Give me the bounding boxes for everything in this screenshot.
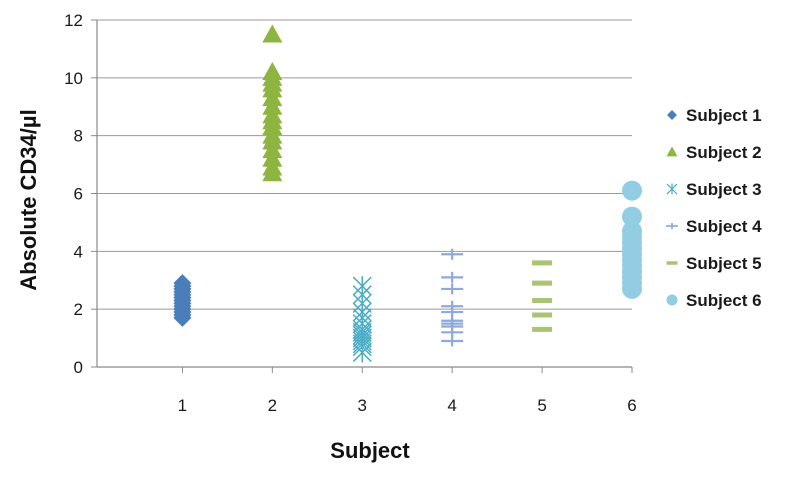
y-tick-label: 10: [64, 69, 83, 88]
legend-item: Subject 2: [666, 143, 762, 162]
data-point: [441, 271, 464, 283]
legend-label: Subject 5: [686, 254, 762, 273]
legend-label: Subject 1: [686, 106, 762, 125]
data-point: [262, 24, 283, 43]
legend-item: Subject 1: [667, 106, 762, 125]
legend-label: Subject 4: [686, 217, 762, 236]
data-point: [441, 300, 464, 312]
data-points: [173, 24, 642, 363]
series-2: [262, 24, 283, 182]
series-5: [532, 260, 553, 332]
series-1: [173, 274, 192, 327]
y-tick-label: 8: [74, 127, 83, 146]
x-tick-label: 5: [537, 396, 546, 415]
data-point: [622, 180, 642, 201]
series-6: [622, 180, 642, 299]
x-tick-label: 3: [358, 396, 367, 415]
y-axis-title: Absolute CD34/µl: [16, 109, 41, 290]
legend-label: Subject 2: [686, 143, 762, 162]
y-tick-label: 6: [74, 185, 83, 204]
x-tick-label: 6: [627, 396, 636, 415]
legend-marker: [666, 146, 678, 157]
data-point: [622, 206, 642, 227]
data-point: [441, 248, 464, 260]
legend-marker: [666, 294, 678, 306]
x-tick-labels: 1 2 3 4 5 6: [178, 396, 637, 415]
legend-item: Subject 4: [665, 217, 762, 236]
legend-label: Subject 3: [686, 180, 762, 199]
data-point: [262, 62, 283, 81]
data-point: [173, 274, 192, 293]
data-point: [441, 283, 464, 295]
x-tick-label: 4: [447, 396, 456, 415]
y-tick-labels: 0 2 4 6 8 10 12: [64, 11, 83, 377]
legend-marker: [666, 183, 678, 195]
legend-marker: [665, 222, 679, 230]
gridlines: [97, 19, 632, 310]
series-4: [441, 248, 464, 347]
legend-item: Subject 3: [666, 180, 762, 199]
legend-item: Subject 5: [666, 254, 762, 273]
data-point: [352, 276, 372, 296]
x-tick-label: 2: [268, 396, 277, 415]
legend-label: Subject 6: [686, 291, 762, 310]
data-point: [622, 221, 642, 242]
legend-marker: [667, 110, 677, 120]
y-tick-label: 4: [74, 242, 83, 261]
y-tick-label: 2: [74, 300, 83, 319]
y-tick-label: 12: [64, 11, 83, 30]
y-tick-label: 0: [74, 358, 83, 377]
legend: Subject 1 Subject 2 Subject 3 Subject 4 Subj…: [665, 106, 762, 310]
x-axis-title: Subject: [330, 438, 410, 463]
legend-item: Subject 6: [666, 291, 762, 310]
series-3: [352, 276, 372, 363]
x-tick-label: 1: [178, 396, 187, 415]
axes: [91, 19, 633, 373]
